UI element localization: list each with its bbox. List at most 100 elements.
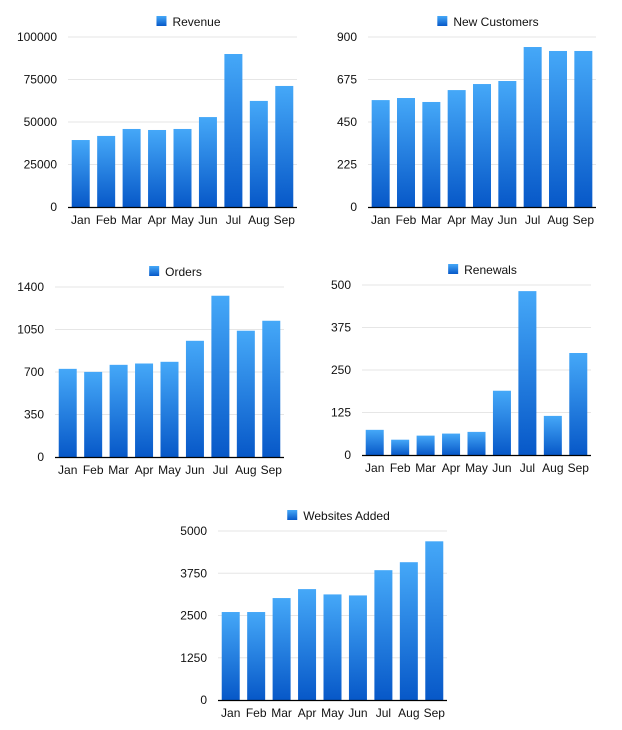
- x-tick-label: Jun: [198, 213, 217, 227]
- x-tick-label: Jun: [348, 706, 367, 720]
- x-tick-label: Aug: [547, 213, 568, 227]
- bar-jul: [518, 291, 537, 455]
- bar-sep: [569, 353, 588, 455]
- x-tick-label: May: [471, 213, 494, 227]
- x-tick-label: Feb: [246, 706, 267, 720]
- x-tick-label: Jul: [226, 213, 241, 227]
- bar-mar: [422, 101, 441, 207]
- bar-mar: [109, 364, 128, 457]
- x-tick-label: Sep: [424, 706, 446, 720]
- bar-feb: [84, 371, 103, 457]
- x-tick-label: Feb: [396, 213, 417, 227]
- x-tick-label: Mar: [271, 706, 292, 720]
- x-tick-label: Jul: [520, 461, 535, 475]
- bar-aug: [399, 562, 418, 700]
- x-tick-label: Jun: [185, 463, 204, 477]
- x-tick-label: May: [158, 463, 181, 477]
- bar-apr: [298, 589, 317, 700]
- y-tick-label: 75000: [24, 73, 58, 87]
- bar-mar: [416, 435, 435, 455]
- bar-jan: [365, 429, 384, 455]
- y-tick-label: 0: [200, 693, 207, 707]
- legend-swatch: [156, 16, 167, 26]
- bar-mar: [122, 128, 141, 207]
- y-tick-label: 0: [350, 200, 357, 214]
- bar-jul: [374, 570, 393, 700]
- legend-swatch: [437, 16, 448, 26]
- x-tick-label: Feb: [83, 463, 104, 477]
- y-tick-label: 1250: [180, 651, 207, 665]
- y-tick-label: 50000: [24, 115, 58, 129]
- bar-may: [173, 128, 192, 207]
- bar-jul: [224, 54, 243, 207]
- bar-chart-new-customers: 0 225 450 675 900 Jan Feb Mar Apr May Jun Jul Aug Sep…: [337, 15, 596, 227]
- x-tick-label: Jan: [58, 463, 77, 477]
- legend-label: Renewals: [464, 263, 517, 277]
- x-tick-label: Jul: [376, 706, 391, 720]
- bar-aug: [249, 100, 268, 207]
- y-tick-label: 0: [50, 200, 57, 214]
- bar-sep: [262, 320, 281, 457]
- y-tick-label: 0: [344, 448, 351, 462]
- bar-jun: [492, 390, 511, 455]
- bar-apr: [447, 90, 466, 207]
- y-tick-label: 1400: [17, 280, 44, 294]
- y-tick-label: 100000: [17, 30, 57, 44]
- x-tick-label: Apr: [148, 213, 167, 227]
- bar-jun: [185, 340, 204, 457]
- x-tick-label: Jan: [365, 461, 384, 475]
- y-tick-label: 2500: [180, 609, 207, 623]
- bar-may: [323, 594, 342, 700]
- bar-sep: [425, 541, 444, 700]
- bar-jul: [523, 47, 542, 208]
- legend-label: New Customers: [453, 15, 538, 29]
- y-tick-label: 900: [337, 30, 357, 44]
- x-tick-label: Jun: [498, 213, 517, 227]
- legend-swatch: [287, 510, 298, 520]
- bar-sep: [574, 50, 593, 207]
- bar-chart-revenue: 0 25000 50000 75000 100000 Jan Feb Mar Apr May Jun…: [17, 15, 297, 227]
- x-tick-label: Aug: [248, 213, 269, 227]
- x-tick-label: May: [321, 706, 344, 720]
- bar-jul: [211, 295, 230, 457]
- bar-may: [160, 361, 179, 457]
- bar-jan: [71, 140, 90, 207]
- legend-swatch: [448, 264, 459, 274]
- bar-aug: [549, 50, 567, 207]
- x-tick-label: May: [465, 461, 488, 475]
- x-tick-label: Apr: [135, 463, 154, 477]
- x-tick-label: Sep: [568, 461, 590, 475]
- y-tick-label: 500: [331, 278, 351, 292]
- x-tick-label: Mar: [121, 213, 142, 227]
- bar-sep: [275, 85, 294, 207]
- bar-chart-websites-added: 0 1250 2500 3750 5000 Jan Feb Mar Apr May Jun Jul Au…: [180, 509, 447, 720]
- x-tick-label: Sep: [274, 213, 296, 227]
- x-tick-label: Mar: [108, 463, 129, 477]
- y-tick-label: 1050: [17, 323, 44, 337]
- y-tick-label: 375: [331, 321, 351, 335]
- x-tick-label: Jun: [492, 461, 511, 475]
- bar-jan: [371, 100, 390, 207]
- x-tick-label: Mar: [421, 213, 442, 227]
- y-tick-label: 250: [331, 363, 351, 377]
- bar-chart-renewals: 0 125 250 375 500 Jan Feb Mar Apr May Jun Jul Aug Sep…: [331, 263, 591, 475]
- y-tick-label: 25000: [24, 158, 58, 172]
- x-tick-label: Feb: [390, 461, 411, 475]
- x-tick-label: Jan: [71, 213, 90, 227]
- bar-aug: [236, 330, 255, 457]
- x-tick-label: Jan: [221, 706, 240, 720]
- bar-may: [473, 84, 491, 207]
- bar-apr: [442, 433, 461, 455]
- bar-jun: [198, 117, 217, 207]
- bar-mar: [272, 598, 291, 700]
- legend-label: Revenue: [172, 15, 220, 29]
- x-tick-label: Sep: [573, 213, 595, 227]
- bar-apr: [135, 363, 154, 457]
- bar-aug: [543, 415, 562, 455]
- y-tick-label: 450: [337, 115, 357, 129]
- x-tick-label: Jul: [525, 213, 540, 227]
- bar-jun: [348, 595, 367, 700]
- y-tick-label: 3750: [180, 566, 207, 580]
- x-tick-label: Jan: [371, 213, 390, 227]
